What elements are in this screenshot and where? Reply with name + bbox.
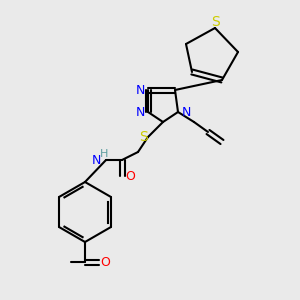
Text: N: N <box>135 106 145 118</box>
Text: N: N <box>181 106 191 118</box>
Text: N: N <box>91 154 101 166</box>
Text: S: S <box>140 130 148 144</box>
Text: H: H <box>100 149 108 159</box>
Text: O: O <box>125 169 135 182</box>
Text: N: N <box>135 83 145 97</box>
Text: S: S <box>211 15 219 29</box>
Text: O: O <box>100 256 110 268</box>
